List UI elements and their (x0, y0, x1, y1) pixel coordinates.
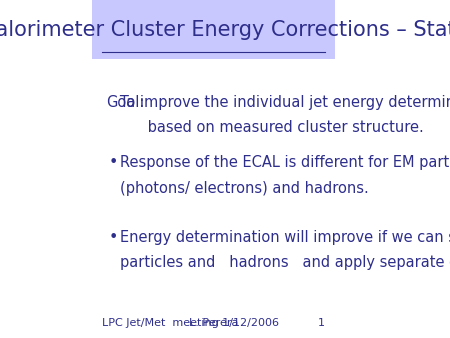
Text: Goal:: Goal: (107, 95, 145, 110)
Text: 1: 1 (318, 318, 325, 328)
FancyBboxPatch shape (92, 0, 335, 59)
Text: •: • (109, 155, 118, 170)
Text: Jet/Calorimeter Cluster Energy Corrections – Status: Jet/Calorimeter Cluster Energy Correctio… (0, 20, 450, 40)
Text: L. Perera: L. Perera (189, 318, 238, 328)
Text: based on measured cluster structure.: based on measured cluster structure. (107, 120, 424, 135)
Text: To improve the individual jet energy determination: To improve the individual jet energy det… (107, 95, 450, 110)
Text: Response of the ECAL is different for EM particles: Response of the ECAL is different for EM… (120, 155, 450, 170)
Text: LPC Jet/Met  meeting 1/12/2006: LPC Jet/Met meeting 1/12/2006 (102, 318, 279, 328)
Text: Energy determination will improve if we can separate  EM: Energy determination will improve if we … (120, 230, 450, 245)
Text: particles and   hadrons   and apply separate corrections.: particles and hadrons and apply separate… (120, 255, 450, 270)
Text: (photons/ electrons) and hadrons.: (photons/ electrons) and hadrons. (120, 181, 369, 196)
Text: •: • (109, 230, 118, 245)
